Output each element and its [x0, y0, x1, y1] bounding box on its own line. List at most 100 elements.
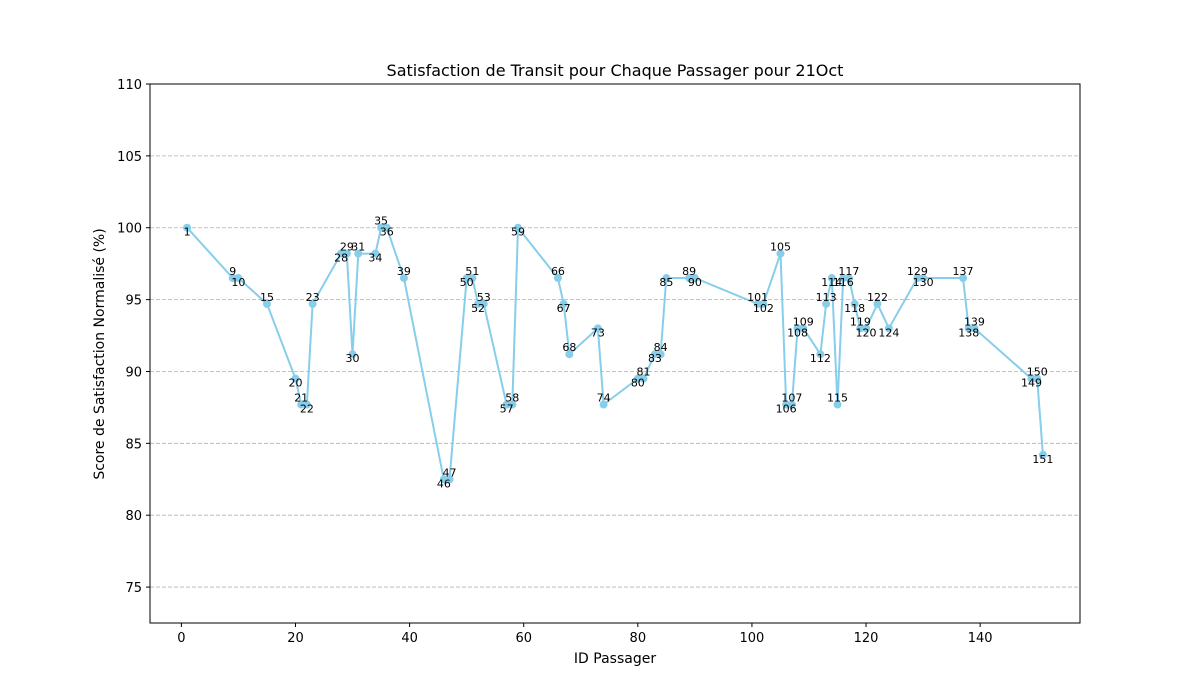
x-tick-label: 80	[630, 631, 647, 646]
data-point	[827, 274, 836, 283]
data-point	[884, 324, 893, 333]
data-point	[850, 299, 859, 308]
data-point	[439, 475, 448, 484]
data-point-label: 20	[288, 377, 302, 390]
data-point-label: 122	[867, 291, 888, 304]
data-point	[468, 274, 477, 283]
data-point	[337, 249, 346, 258]
y-tick-label: 85	[125, 437, 142, 452]
data-point-label: 109	[793, 315, 814, 328]
data-point-label: 31	[351, 241, 365, 254]
x-tick-label: 100	[740, 631, 765, 646]
data-point	[964, 324, 973, 333]
data-point-label: 83	[648, 352, 662, 365]
data-point-label: 84	[654, 341, 668, 354]
data-point	[753, 299, 762, 308]
data-point	[445, 475, 454, 484]
data-point	[862, 324, 871, 333]
data-point-label: 53	[477, 291, 491, 304]
data-point	[508, 400, 517, 409]
data-point-label: 51	[465, 265, 479, 278]
data-point-label: 21	[294, 392, 308, 405]
data-point-label: 29	[340, 241, 354, 254]
data-point-label: 58	[505, 392, 519, 405]
data-point-label: 151	[1032, 453, 1053, 466]
data-point-label: 114	[821, 276, 842, 289]
x-tick-label: 60	[515, 631, 532, 646]
data-point-label: 34	[368, 252, 382, 265]
data-point	[690, 274, 699, 283]
data-point	[377, 223, 386, 232]
data-point	[833, 400, 842, 409]
data-point	[565, 350, 574, 359]
data-point-label: 102	[753, 302, 774, 315]
data-point	[234, 274, 243, 283]
data-point	[782, 400, 791, 409]
data-point-label: 108	[787, 326, 808, 339]
data-point-label: 30	[346, 352, 360, 365]
data-point	[308, 299, 317, 308]
data-point	[959, 274, 968, 283]
data-point	[342, 249, 351, 258]
data-point	[382, 223, 391, 232]
x-tick-label: 0	[177, 631, 185, 646]
data-point	[787, 400, 796, 409]
data-point-label: 23	[306, 291, 320, 304]
data-point	[593, 324, 602, 333]
data-point	[776, 249, 785, 258]
data-point	[514, 223, 523, 232]
data-point-label: 52	[471, 302, 485, 315]
data-point	[919, 274, 928, 283]
data-point	[856, 324, 865, 333]
y-axis: 75 80 85 90 95 100 105 110	[117, 78, 150, 596]
data-point	[662, 274, 671, 283]
data-point-label: 10	[231, 276, 245, 289]
data-point	[474, 299, 483, 308]
plot-area-frame	[149, 83, 1081, 624]
data-point-label: 9	[229, 265, 236, 278]
y-tick-label: 110	[117, 78, 142, 93]
data-point-label: 105	[770, 241, 791, 254]
data-point-label: 22	[300, 403, 314, 416]
x-axis-label: ID Passager	[574, 651, 656, 667]
data-point	[183, 223, 192, 232]
data-point-label: 73	[591, 326, 605, 339]
data-point-label: 149	[1021, 377, 1042, 390]
data-point-label: 39	[397, 265, 411, 278]
data-point	[633, 374, 642, 383]
data-point	[759, 299, 768, 308]
data-point-label: 57	[500, 403, 514, 416]
data-point-label: 46	[437, 477, 451, 490]
y-tick-label: 105	[117, 150, 142, 165]
data-point-label: 139	[964, 315, 985, 328]
data-point	[553, 274, 562, 283]
data-point-label: 28	[334, 252, 348, 265]
data-point	[348, 350, 357, 359]
y-tick-label: 75	[125, 581, 142, 596]
data-point-label: 124	[878, 326, 899, 339]
y-tick-label: 95	[125, 294, 142, 309]
data-point-label: 89	[682, 265, 696, 278]
data-point-label: 120	[856, 326, 877, 339]
data-point-label: 107	[781, 392, 802, 405]
data-point	[291, 374, 300, 383]
data-point	[816, 350, 825, 359]
data-point-label: 66	[551, 265, 565, 278]
data-point	[297, 400, 306, 409]
data-point-label: 68	[562, 341, 576, 354]
data-point	[302, 400, 311, 409]
data-point	[650, 350, 659, 359]
y-tick-label: 80	[125, 509, 142, 524]
data-point	[354, 249, 363, 258]
data-point	[799, 324, 808, 333]
data-point	[1027, 374, 1036, 383]
data-point-label: 129	[907, 265, 928, 278]
x-tick-label: 20	[287, 631, 304, 646]
data-point	[913, 274, 922, 283]
y-axis-label: Score de Satisfaction Normalisé (%)	[92, 228, 108, 479]
data-point	[970, 324, 979, 333]
data-point-label: 80	[631, 377, 645, 390]
data-point-label: 137	[953, 265, 974, 278]
data-point-label: 74	[597, 392, 611, 405]
